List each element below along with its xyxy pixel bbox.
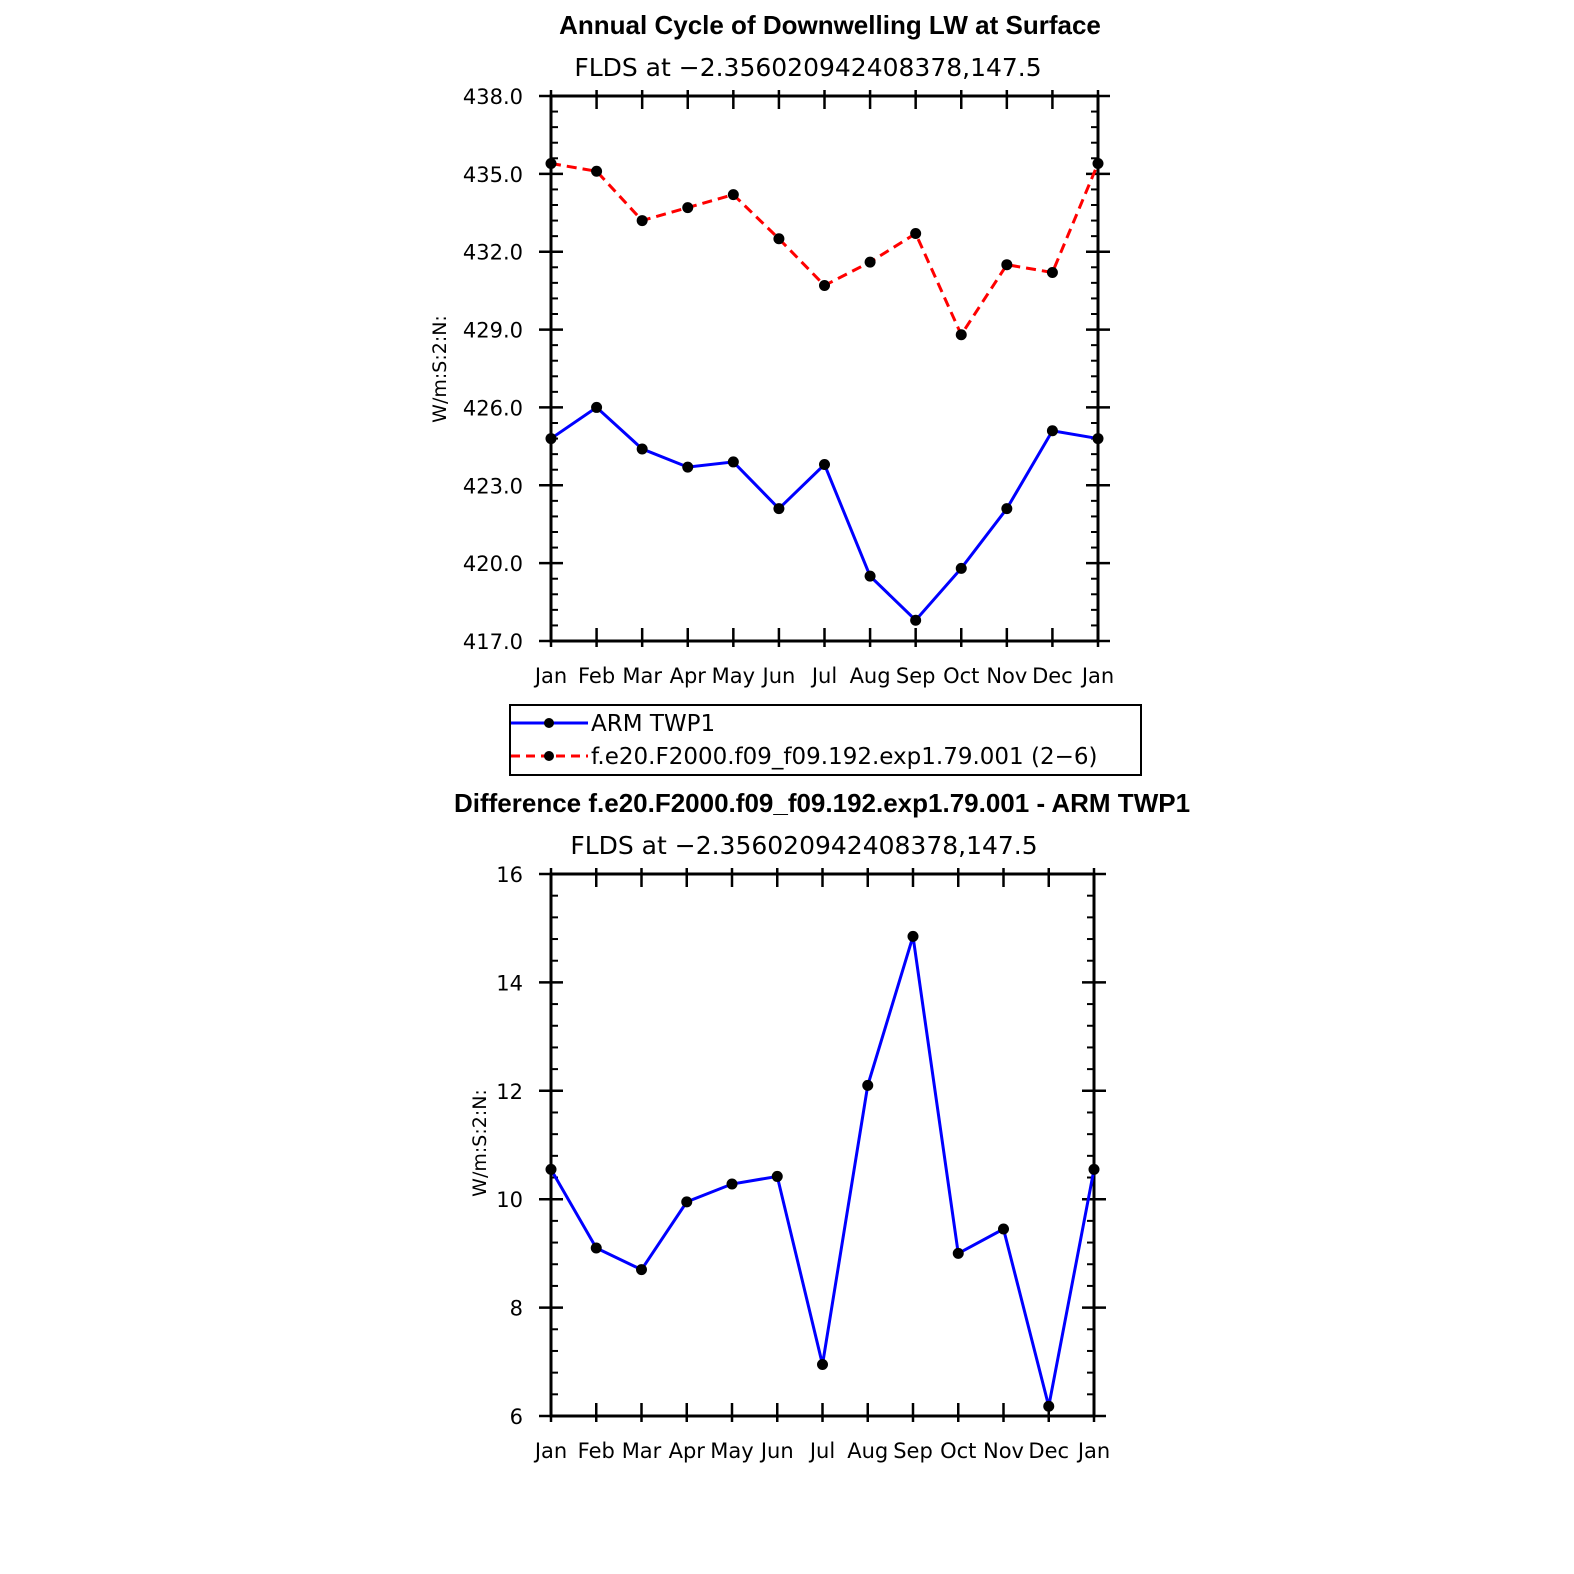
data-point — [545, 157, 557, 169]
x-tick-label: Sep — [896, 664, 936, 688]
x-tick-label: Apr — [670, 664, 707, 688]
data-point — [636, 443, 648, 455]
x-tick-label: May — [710, 1439, 753, 1463]
x-tick-label: Jun — [759, 1439, 794, 1463]
x-tick-label: Jan — [533, 1439, 567, 1463]
data-point — [590, 1242, 602, 1254]
data-point — [1088, 1163, 1100, 1175]
data-point — [681, 1196, 693, 1208]
data-point — [1001, 259, 1013, 271]
data-point — [773, 233, 785, 245]
data-point — [1092, 433, 1104, 445]
x-tick-label: Sep — [893, 1439, 933, 1463]
x-tick-label: Jan — [1080, 664, 1114, 688]
chart-subtitle: FLDS at −2.356020942408378,147.5 — [570, 831, 1037, 860]
panel-annual-cycle: Annual Cycle of Downwelling LW at Surfac… — [429, 10, 1142, 776]
y-axis-label: W/m:S:2:N: — [429, 315, 451, 423]
x-tick-label: Feb — [578, 1439, 615, 1463]
y-tick-label: 16 — [496, 863, 523, 887]
y-tick-label: 420.0 — [463, 552, 523, 576]
y-tick-label: 8 — [510, 1297, 523, 1321]
y-tick-label: 423.0 — [463, 474, 523, 498]
series-line — [549, 935, 1096, 1407]
legend-marker-arm — [544, 718, 554, 728]
data-point — [864, 570, 876, 582]
x-tick-label: Mar — [622, 1439, 662, 1463]
y-tick-label: 14 — [496, 971, 523, 995]
data-point — [727, 456, 739, 468]
x-tick-label: Jun — [761, 664, 796, 688]
y-axis-label: W/m:S:2:N: — [469, 1089, 491, 1197]
y-tick-label: 417.0 — [463, 630, 523, 654]
legend-label-model: f.e20.F2000.f09_f09.192.exp1.79.001 (2−6… — [591, 744, 1097, 770]
legend: ARM TWP1 f.e20.F2000.f09_f09.192.exp1.79… — [509, 704, 1142, 776]
y-tick-label: 12 — [496, 1080, 523, 1104]
x-tick-label: Mar — [622, 664, 662, 688]
data-point — [864, 256, 876, 268]
data-point — [817, 1359, 828, 1371]
data-point — [1046, 266, 1058, 278]
y-tick-label: 438.0 — [463, 85, 523, 109]
chart-title: Annual Cycle of Downwelling LW at Surfac… — [559, 10, 1101, 40]
data-point — [1043, 1400, 1055, 1412]
data-point — [955, 329, 967, 341]
data-point — [682, 461, 694, 473]
x-tick-label: Oct — [943, 664, 979, 688]
series-line — [550, 405, 1099, 623]
data-point — [910, 228, 922, 240]
x-tick-label: Aug — [850, 664, 891, 688]
data-point — [1092, 157, 1104, 169]
data-point — [862, 1079, 874, 1091]
x-tick-label: Apr — [669, 1439, 706, 1463]
plot-frame — [549, 872, 1096, 1418]
data-point — [819, 279, 830, 291]
x-tick-label: Oct — [940, 1439, 976, 1463]
x-tick-label: Feb — [578, 664, 615, 688]
data-point — [819, 459, 830, 471]
data-point — [907, 930, 919, 942]
chart-subtitle: FLDS at −2.356020942408378,147.5 — [574, 53, 1041, 82]
data-point — [726, 1178, 738, 1190]
series-line — [550, 161, 1100, 338]
data-point — [952, 1247, 964, 1259]
x-tick-label: May — [712, 664, 755, 688]
y-tick-label: 10 — [496, 1188, 523, 1212]
x-tick-label: Jul — [808, 1439, 835, 1463]
data-point — [955, 562, 967, 574]
x-tick-label: Jan — [533, 664, 567, 688]
x-tick-label: Dec — [1032, 664, 1073, 688]
plot-frame — [549, 94, 1100, 643]
y-tick-label: 429.0 — [463, 319, 523, 343]
y-tick-label: 6 — [510, 1405, 523, 1429]
x-tick-label: Nov — [983, 1439, 1024, 1463]
panel-difference: Difference f.e20.F2000.f09_f09.192.exp1.… — [454, 788, 1190, 1463]
data-point — [1046, 425, 1058, 437]
data-point — [910, 614, 922, 626]
data-point — [591, 165, 603, 177]
legend-box — [509, 704, 1142, 776]
data-point — [682, 202, 694, 214]
x-tick-label: Dec — [1028, 1439, 1069, 1463]
legend-marker-model — [544, 751, 554, 761]
data-point — [773, 503, 785, 515]
legend-label-arm: ARM TWP1 — [591, 711, 715, 737]
data-point — [771, 1170, 783, 1182]
data-point — [591, 401, 603, 413]
x-tick-label: Aug — [847, 1439, 888, 1463]
y-tick-label: 435.0 — [463, 163, 523, 187]
x-tick-label: Jul — [810, 664, 837, 688]
x-tick-label: Jan — [1076, 1439, 1110, 1463]
data-point — [636, 215, 648, 227]
data-point — [545, 1163, 557, 1175]
data-point — [727, 189, 739, 201]
data-point — [1001, 503, 1013, 515]
data-point — [998, 1223, 1009, 1235]
data-point — [545, 433, 557, 445]
chart-title: Difference f.e20.F2000.f09_f09.192.exp1.… — [454, 788, 1190, 818]
y-tick-label: 432.0 — [463, 241, 523, 265]
x-tick-label: Nov — [986, 664, 1027, 688]
y-tick-label: 426.0 — [463, 396, 523, 420]
data-point — [636, 1264, 647, 1276]
